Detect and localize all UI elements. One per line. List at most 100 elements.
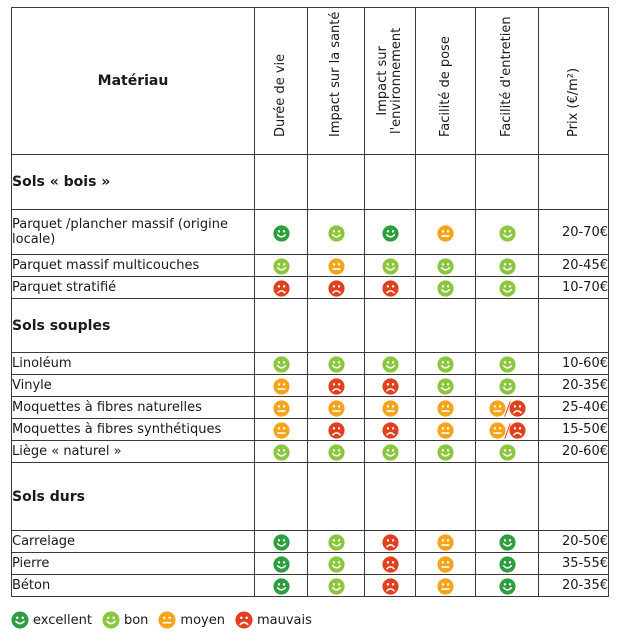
rating-cell bbox=[254, 574, 308, 597]
rating-cell bbox=[364, 374, 416, 397]
excellent-face-icon bbox=[381, 224, 399, 242]
bon-face-icon bbox=[272, 356, 290, 373]
rating-cell bbox=[415, 440, 476, 463]
mauvais-face-icon bbox=[381, 556, 399, 573]
price-cell: 25-40€ bbox=[538, 396, 609, 419]
legend-label: moyen bbox=[180, 612, 225, 628]
legend: excellent bon moyen mauvais bbox=[11, 609, 322, 631]
rating-cell bbox=[475, 276, 539, 299]
price-cell: 10-60€ bbox=[538, 352, 609, 375]
material-name: Vinyle bbox=[11, 374, 255, 397]
material-name: Linoléum bbox=[11, 352, 255, 375]
material-name: Liège « naturel » bbox=[11, 440, 255, 463]
rating-cell bbox=[364, 552, 416, 575]
col-header-environnement: Impact sur l'environnement bbox=[364, 7, 416, 155]
material-name: Béton bbox=[11, 574, 255, 597]
section-title: Sols « bois » bbox=[11, 154, 255, 210]
material-name: Moquettes à fibres synthétiques bbox=[11, 418, 255, 441]
rating-cell bbox=[307, 552, 365, 575]
rating-cell bbox=[307, 209, 365, 255]
rating-cell bbox=[364, 418, 416, 441]
mauvais-face-icon bbox=[381, 280, 399, 297]
mauvais-face-icon bbox=[327, 378, 345, 395]
table-row: Carrelage 20-50€ bbox=[11, 530, 609, 553]
empty-cell bbox=[415, 462, 476, 531]
bon-face-icon bbox=[381, 258, 399, 275]
moyen-face-icon bbox=[437, 556, 454, 573]
col-label: Facilité d'entretien bbox=[499, 16, 514, 137]
rating-cell bbox=[415, 552, 476, 575]
material-name: Moquettes à fibres naturelles bbox=[11, 396, 255, 419]
bon-face-icon bbox=[327, 356, 345, 373]
bon-face-icon bbox=[272, 444, 290, 461]
legend-label: excellent bbox=[33, 612, 92, 628]
section-row: Sols souples bbox=[11, 298, 609, 353]
material-name: Parquet /plancher massif (origine locale… bbox=[11, 209, 255, 255]
empty-cell bbox=[254, 298, 308, 353]
rating-cell bbox=[307, 418, 365, 441]
table-row: Vinyle 20-35€ bbox=[11, 374, 609, 397]
moyen-face-icon bbox=[437, 224, 454, 242]
empty-cell bbox=[307, 462, 365, 531]
moyen-face-icon bbox=[437, 400, 454, 417]
rating-cell bbox=[307, 396, 365, 419]
rating-cell bbox=[307, 530, 365, 553]
mauvais-face-icon bbox=[381, 378, 399, 395]
moyen-face-icon bbox=[158, 611, 176, 629]
rating-cell bbox=[364, 396, 416, 419]
bon-face-icon bbox=[498, 444, 516, 461]
empty-cell bbox=[475, 154, 539, 210]
legend-item: bon bbox=[102, 611, 148, 629]
bon-face-icon bbox=[498, 224, 516, 242]
rating-cell bbox=[307, 352, 365, 375]
rating-cell bbox=[254, 254, 308, 277]
rating-cell bbox=[364, 276, 416, 299]
section-row: Sols « bois » bbox=[11, 154, 609, 210]
section-title: Sols durs bbox=[11, 462, 255, 531]
col-label: Facilité de pose bbox=[437, 36, 453, 137]
excellent-face-icon bbox=[498, 578, 516, 595]
rating-cell bbox=[307, 440, 365, 463]
rating-cell bbox=[475, 396, 539, 419]
moyen-face-icon bbox=[488, 422, 506, 439]
table-row: Parquet massif multicouches 20-45€ bbox=[11, 254, 609, 277]
bon-face-icon bbox=[381, 356, 399, 373]
empty-cell bbox=[254, 462, 308, 531]
legend-label: bon bbox=[123, 612, 149, 628]
mauvais-face-icon bbox=[272, 280, 290, 297]
bon-face-icon bbox=[437, 378, 454, 395]
price-cell: 20-45€ bbox=[538, 254, 609, 277]
price-cell: 20-50€ bbox=[538, 530, 609, 553]
table-row: Parquet stratifié 10-70€ bbox=[11, 276, 609, 299]
legend-item: excellent bbox=[11, 611, 92, 629]
empty-cell bbox=[307, 298, 365, 353]
rating-cell bbox=[254, 418, 308, 441]
price-cell: 10-70€ bbox=[538, 276, 609, 299]
mauvais-face-icon bbox=[381, 422, 399, 439]
rating-cell bbox=[254, 396, 308, 419]
bon-face-icon bbox=[437, 444, 454, 461]
price-cell: 15-50€ bbox=[538, 418, 609, 441]
excellent-face-icon bbox=[272, 578, 290, 595]
rating-cell bbox=[415, 276, 476, 299]
bon-face-icon bbox=[437, 280, 454, 297]
bon-face-icon bbox=[498, 258, 516, 275]
price-cell: 20-60€ bbox=[538, 440, 609, 463]
bon-face-icon bbox=[327, 224, 345, 242]
bon-face-icon bbox=[498, 378, 516, 395]
rating-cell bbox=[475, 374, 539, 397]
rating-cell bbox=[415, 254, 476, 277]
moyen-face-icon bbox=[272, 378, 290, 395]
rating-cell bbox=[415, 530, 476, 553]
bon-face-icon bbox=[272, 258, 290, 275]
empty-cell bbox=[254, 154, 308, 210]
col-label: Durée de vie bbox=[273, 53, 288, 137]
rating-cell bbox=[475, 552, 539, 575]
rating-cell bbox=[475, 352, 539, 375]
empty-cell bbox=[364, 154, 416, 210]
col-label: Prix (€/m²) bbox=[565, 67, 581, 137]
col-label: Impact sur la santé bbox=[328, 11, 343, 137]
rating-cell bbox=[475, 254, 539, 277]
mauvais-face-icon bbox=[327, 280, 345, 297]
rating-cell bbox=[475, 209, 539, 255]
